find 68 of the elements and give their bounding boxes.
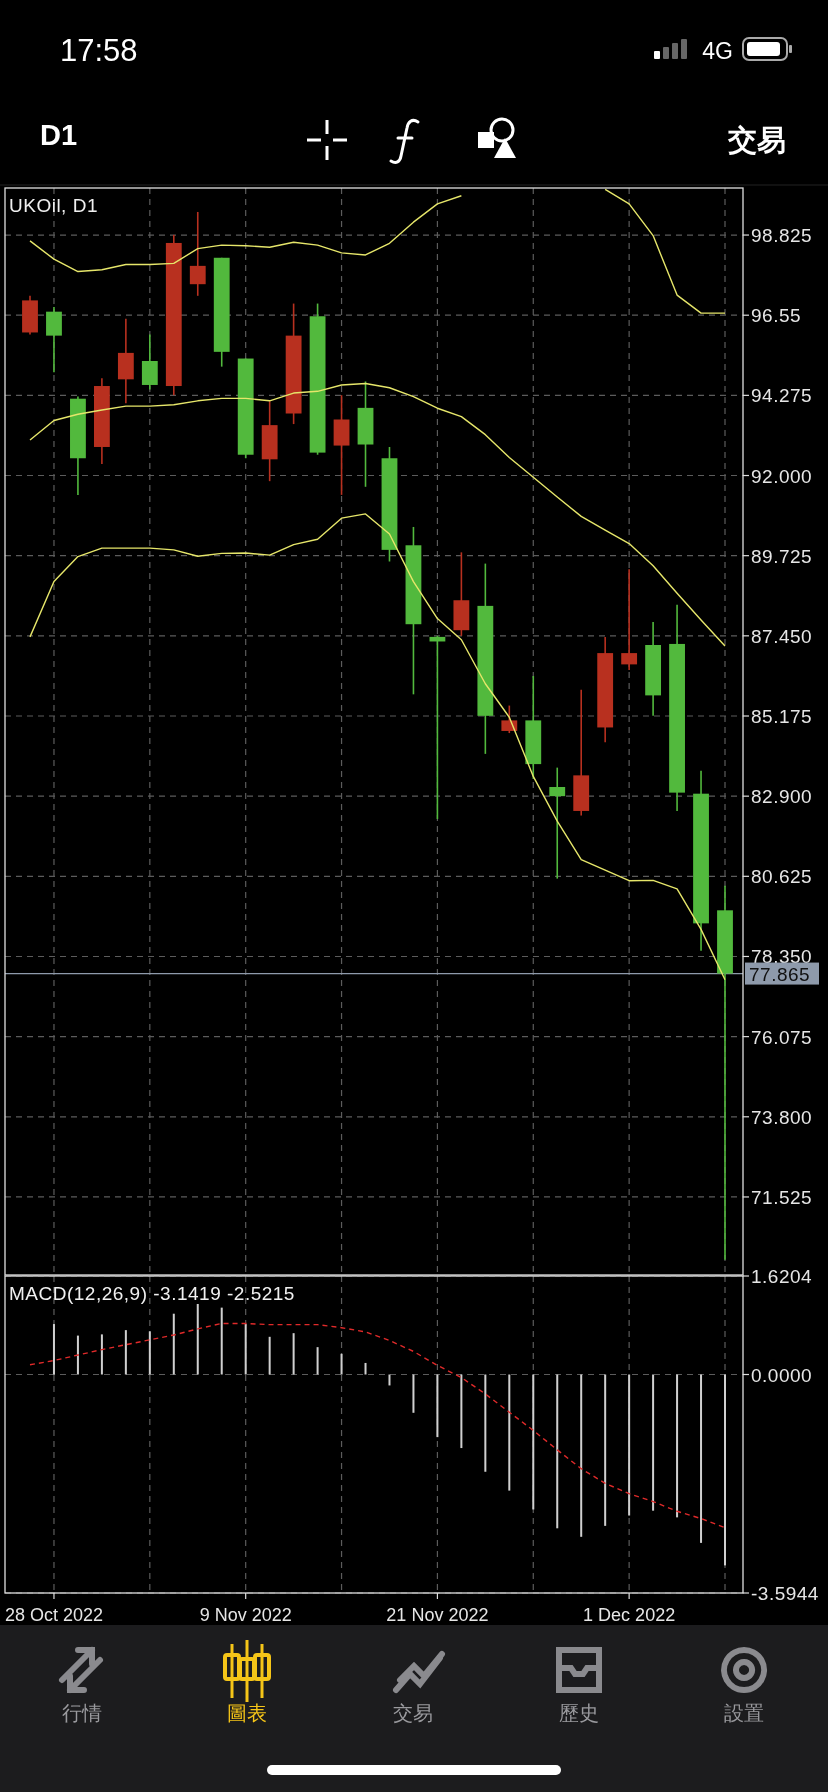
text: 歷史: [559, 1702, 599, 1724]
text: 交易: [727, 124, 786, 156]
bar: [124, 1330, 127, 1375]
text: 設置: [724, 1702, 764, 1724]
bar: [316, 1347, 319, 1375]
y-tick-label: 0.0000: [751, 1364, 813, 1386]
bar: [604, 1374, 607, 1526]
bar: [436, 1374, 439, 1438]
y-tick-label: -3.5944: [751, 1583, 819, 1604]
y-tick-label: 82.900: [751, 786, 813, 808]
candlestick: [141, 333, 158, 391]
bar: [172, 1313, 175, 1375]
bar: [244, 1324, 247, 1375]
text: 行情: [62, 1702, 102, 1724]
bar: [292, 1333, 295, 1375]
y-tick-label: 87.450: [751, 625, 813, 647]
text: 17:58: [60, 33, 138, 68]
line-series: [29, 513, 726, 981]
bar: [724, 1374, 726, 1566]
text: D1: [40, 119, 78, 151]
candlestick: [501, 704, 518, 734]
y-tick-label: 76.075: [751, 1026, 813, 1048]
bar: [388, 1374, 391, 1386]
bar: [76, 1335, 79, 1375]
bar: [148, 1331, 151, 1375]
candlestick: [46, 306, 62, 374]
line-series: [29, 1322, 726, 1529]
y-tick-label: 80.625: [751, 866, 813, 888]
bar: [196, 1303, 199, 1375]
chart-title: UKOil, D1: [9, 195, 98, 216]
y-tick-label: 71.525: [751, 1186, 813, 1208]
bar: [700, 1374, 703, 1543]
text: 4G: [702, 38, 733, 64]
bar: [676, 1374, 679, 1518]
line-series: [29, 382, 726, 647]
bar: [412, 1374, 415, 1413]
text: 圖表: [227, 1702, 267, 1724]
bar: [100, 1334, 103, 1375]
y-tick-label: 92.000: [751, 465, 813, 487]
x-tick-label: 28 Oct 2022: [4, 1605, 103, 1625]
bar: [484, 1374, 487, 1472]
bar: [628, 1374, 631, 1516]
y-tick-label: 96.55: [751, 305, 802, 327]
bar: [268, 1336, 271, 1375]
x-tick-label: 21 Nov 2022: [386, 1605, 489, 1625]
bar: [220, 1307, 223, 1375]
y-tick-label: 94.275: [751, 385, 813, 407]
candlestick: [621, 568, 638, 671]
bar: [364, 1362, 367, 1375]
bar: [580, 1374, 583, 1537]
chart-title: MACD(12,26,9) -3.1419 -2.5215: [9, 1283, 295, 1304]
y-tick-label: 1.6204: [751, 1266, 813, 1287]
text: 交易: [393, 1702, 433, 1724]
candlestick: [189, 211, 206, 297]
bar: [460, 1374, 463, 1449]
bar: [52, 1324, 55, 1375]
bar: [652, 1374, 655, 1511]
candlestick: [549, 766, 566, 880]
y-tick-label: 85.175: [751, 706, 813, 727]
x-tick-label: 1 Dec 2022: [583, 1605, 676, 1625]
bar: [532, 1374, 535, 1510]
x-tick-label: 9 Nov 2022: [199, 1605, 292, 1625]
bar: [556, 1374, 559, 1529]
y-tick-label: 89.725: [751, 545, 813, 567]
y-tick-label: 73.800: [751, 1106, 813, 1128]
bar: [508, 1374, 511, 1491]
bar: [340, 1353, 343, 1375]
y-tick-label: 98.825: [751, 225, 813, 247]
